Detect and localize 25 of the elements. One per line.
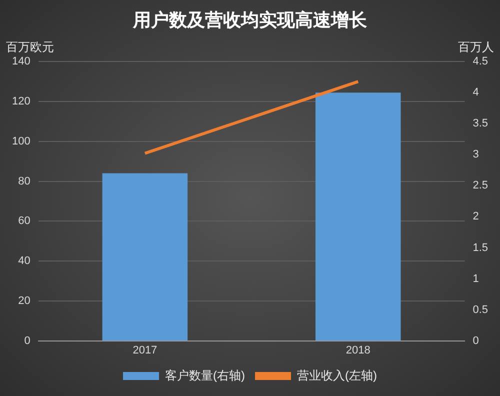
legend-label: 营业收入(左轴)	[297, 368, 377, 382]
y-tick-label: 60	[18, 215, 30, 228]
y2-tick-label: 1.5	[472, 242, 488, 254]
y2-tick-label: 0	[472, 334, 479, 347]
x-tick-label: 2017	[132, 344, 158, 356]
y-tick-label: 0	[24, 334, 30, 347]
y2-tick-label: 4.5	[472, 56, 488, 68]
chart-title: 用户数及营收均实现高速增长	[132, 10, 368, 30]
y2-tick-label: 2	[472, 210, 479, 223]
y2-tick-label: 4	[472, 86, 479, 99]
y-tick-label: 140	[12, 56, 30, 68]
y2-tick-label: 3	[472, 148, 479, 161]
y-tick-label: 40	[18, 255, 30, 268]
y2-tick-label: 1	[472, 272, 479, 285]
x-tick-label: 2018	[346, 344, 370, 356]
y2-tick-label: 2.5	[472, 180, 488, 192]
y2-axis-title: 百万人	[458, 40, 494, 54]
legend-label: 客户数量(右轴)	[165, 368, 246, 382]
y-tick-label: 120	[12, 96, 30, 108]
y2-tick-label: 3.5	[472, 118, 488, 130]
y-axis-title: 百万欧元	[6, 40, 54, 54]
y-tick-label: 100	[12, 135, 30, 148]
y-tick-label: 20	[18, 294, 30, 307]
y2-tick-label: 0.5	[472, 304, 488, 316]
y-tick-label: 80	[18, 175, 30, 188]
